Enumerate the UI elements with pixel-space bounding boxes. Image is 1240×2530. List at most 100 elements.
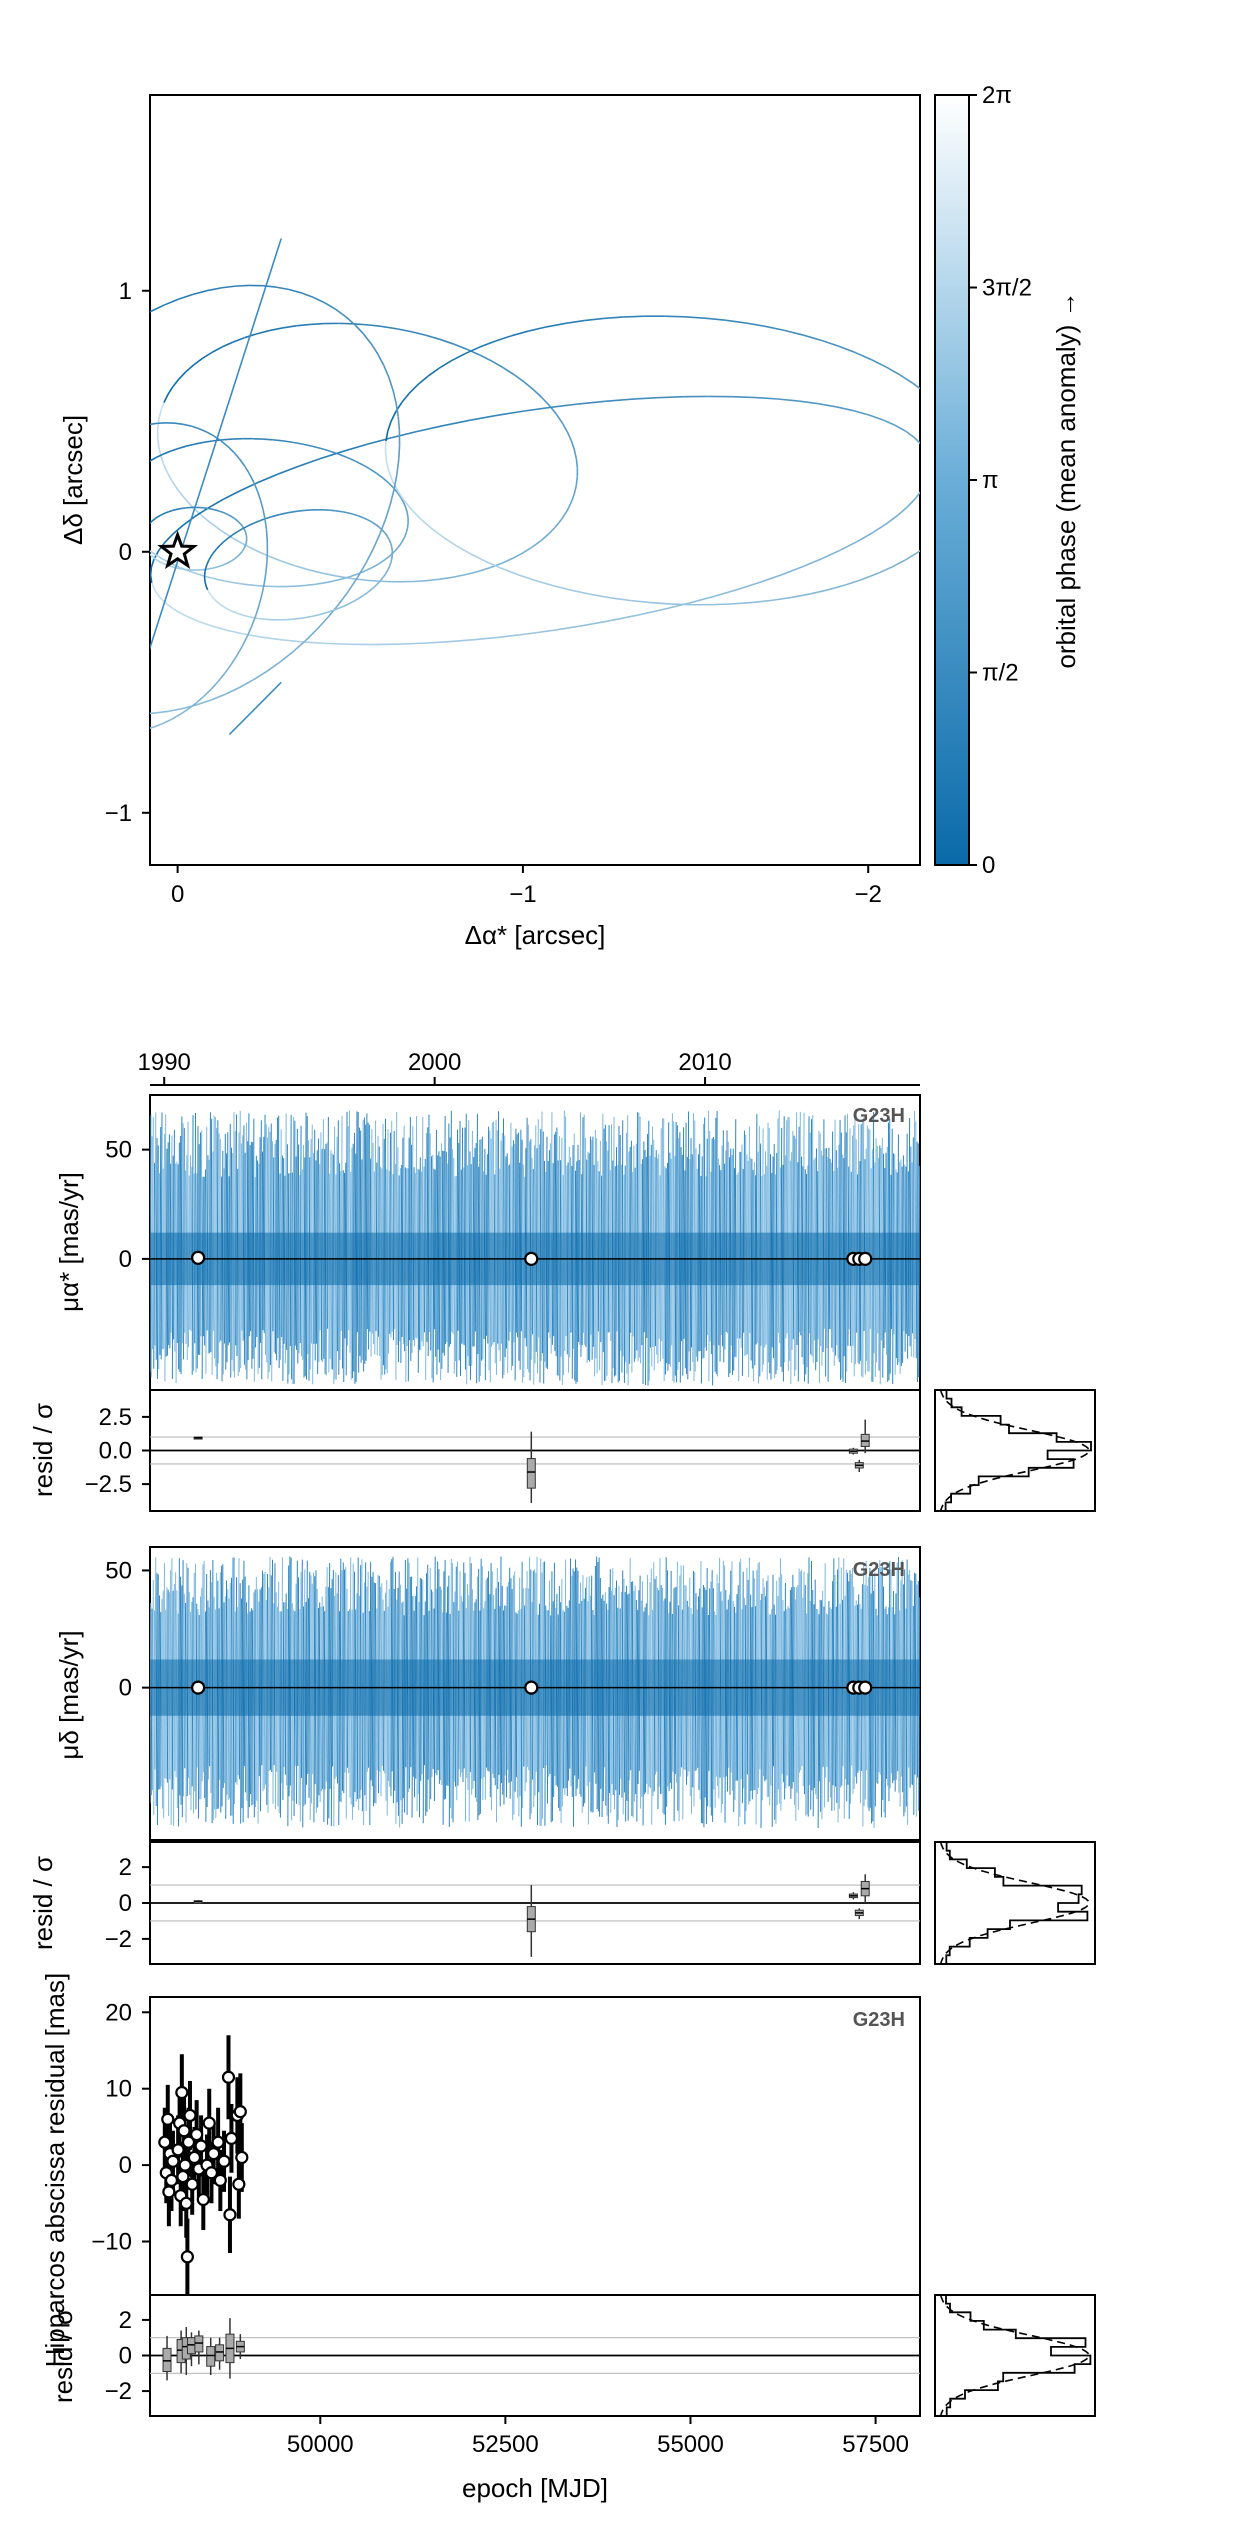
orbit-track-0-seg bbox=[523, 381, 534, 391]
orbit-track-5-seg bbox=[384, 504, 392, 520]
hipparcos-data-point bbox=[194, 2139, 208, 2153]
colorbar-ticks: 0 π/2 π 3π/2 2π bbox=[969, 82, 1032, 879]
orbit-track-0-seg bbox=[513, 373, 525, 383]
orbit-track-1-seg bbox=[840, 540, 858, 551]
orbit-track-4-seg bbox=[162, 512, 167, 515]
orbit-track-4-seg bbox=[168, 565, 173, 568]
orbit-track-0-seg bbox=[410, 579, 426, 583]
orbit-track-2-seg bbox=[124, 523, 127, 528]
orbit-track-4-seg bbox=[157, 514, 161, 518]
orbit-track-4-seg bbox=[154, 558, 159, 562]
orbit-track-7-seg bbox=[34, 520, 38, 530]
orbit-track-7-seg bbox=[227, 445, 235, 453]
orbit-track-4-seg bbox=[159, 513, 164, 517]
orbit-track-3-seg bbox=[417, 375, 429, 386]
orbit-track-7-seg bbox=[37, 682, 42, 690]
orbit-track-1-seg bbox=[657, 395, 684, 399]
orbit-track-2-seg bbox=[314, 582, 325, 586]
orbit-track-6-seg bbox=[299, 616, 307, 620]
orbit-track-3-seg bbox=[427, 367, 440, 377]
orbit-track-6-seg bbox=[265, 515, 272, 520]
pm-dec-instrument-label: G23H bbox=[853, 1559, 905, 1581]
orbit-track-7-seg bbox=[187, 702, 197, 710]
pm-model-line bbox=[277, 1115, 280, 1339]
resid-box bbox=[162, 2347, 172, 2373]
orbit-track-6-seg bbox=[337, 605, 344, 610]
orbit-x-label: Δα* [arcsec] bbox=[465, 920, 606, 950]
orbit-track-0-seg bbox=[522, 546, 534, 554]
orbit-track-5-seg bbox=[301, 292, 314, 299]
orbit-track-0-seg bbox=[478, 566, 491, 573]
orbit-track-3-seg bbox=[704, 317, 726, 322]
orbit-track-4-seg bbox=[217, 509, 222, 513]
orbit-track-0-seg bbox=[548, 525, 557, 535]
orbit-track-3-seg bbox=[388, 470, 394, 482]
pm-ra-plot: 1990 2000 2010 0 50 G23H μα* [mas/yr] bbox=[54, 1049, 921, 1391]
orbit-track-2-seg bbox=[292, 441, 303, 445]
orbit-track-2-seg bbox=[194, 441, 204, 445]
orbit-track-7-seg bbox=[65, 715, 72, 720]
orbit-track-5-seg bbox=[0, 480, 4, 495]
orbit-track-4-seg bbox=[214, 508, 218, 512]
orbit-track-2-seg bbox=[402, 501, 407, 508]
orbit-plot-frame bbox=[149, 94, 921, 866]
orbit-track-2-seg bbox=[122, 487, 124, 492]
orbit-track-0-seg bbox=[268, 555, 283, 563]
hipparcos-data-point bbox=[202, 2116, 216, 2130]
orbit-track-2-seg bbox=[225, 580, 236, 584]
orbit-track-6-seg bbox=[213, 598, 219, 603]
pm-model-line bbox=[327, 1117, 329, 1329]
hipparcos-data-point bbox=[204, 2166, 219, 2180]
orbit-track-1-seg bbox=[583, 619, 611, 627]
orbit-track-0-seg bbox=[566, 431, 573, 442]
pm-ra-y-ticks: 0 50 bbox=[105, 1137, 150, 1273]
orbit-track-7-seg bbox=[20, 573, 22, 584]
pm-model-line bbox=[319, 1132, 322, 1331]
orbit-plot: 0 −1 −2 −1 0 1 Δα* [arcsec] Δδ [arcsec] bbox=[0, 94, 921, 950]
orbit-track-0-seg bbox=[466, 348, 480, 356]
hipparcos-data-point bbox=[196, 2192, 210, 2207]
orbit-track-5-seg bbox=[365, 548, 375, 564]
orbit-track-0-seg bbox=[532, 388, 543, 399]
orbit-track-1-seg bbox=[243, 633, 263, 638]
orbit-track-3-seg bbox=[917, 549, 920, 554]
orbit-track-1-seg bbox=[151, 582, 156, 591]
orbit-track-6-seg bbox=[312, 613, 320, 618]
orbit-track-3-seg bbox=[838, 345, 856, 354]
pm-model-line bbox=[755, 1114, 758, 1345]
orbit-track-5-seg bbox=[292, 640, 306, 653]
orbit-track-7-seg bbox=[150, 726, 155, 729]
orbit-track-0-seg bbox=[353, 323, 369, 326]
orbit-track-0-seg bbox=[163, 394, 169, 403]
orbit-track-4-seg bbox=[244, 531, 247, 535]
orbit-track-0-seg bbox=[160, 402, 165, 412]
orbit-track-7-seg bbox=[217, 672, 226, 682]
orbit-track-1-seg bbox=[550, 403, 579, 409]
orbit-track-2-seg bbox=[364, 566, 373, 572]
pm-dec-resid-boxes: −2 0 2 bbox=[105, 1854, 920, 1957]
orbit-track-6-seg bbox=[363, 590, 370, 596]
orbit-track-1-seg bbox=[688, 595, 714, 604]
orbit-track-0-seg bbox=[232, 336, 245, 343]
orbit-track-5-seg bbox=[253, 670, 268, 681]
orbit-track-1-seg bbox=[577, 400, 605, 405]
orbit-track-4-seg bbox=[150, 521, 152, 525]
orbit-track-4-seg bbox=[150, 519, 154, 523]
orbit-track-1-seg bbox=[159, 596, 168, 605]
orbit-track-7-seg bbox=[162, 718, 172, 725]
pm-model-line bbox=[235, 1114, 237, 1346]
orbit-track-2-seg bbox=[376, 472, 384, 479]
orbit-track-5-seg bbox=[123, 319, 137, 328]
orbit-track-6-seg bbox=[253, 520, 260, 525]
orbit-track-5-seg bbox=[76, 702, 88, 706]
orbit-track-0-seg bbox=[367, 324, 383, 328]
orbit-tracks bbox=[0, 238, 920, 736]
orbit-track-6-seg bbox=[223, 537, 229, 543]
orbit-track-3-seg bbox=[564, 319, 585, 325]
pm-model-line bbox=[390, 1120, 393, 1338]
orbit-track-0-seg bbox=[575, 458, 579, 468]
orbit-track-1-seg bbox=[732, 395, 756, 399]
orbit-track-5-seg bbox=[10, 450, 17, 465]
orbit-track-1-seg bbox=[871, 523, 886, 534]
orbit-track-2-seg bbox=[378, 559, 385, 565]
